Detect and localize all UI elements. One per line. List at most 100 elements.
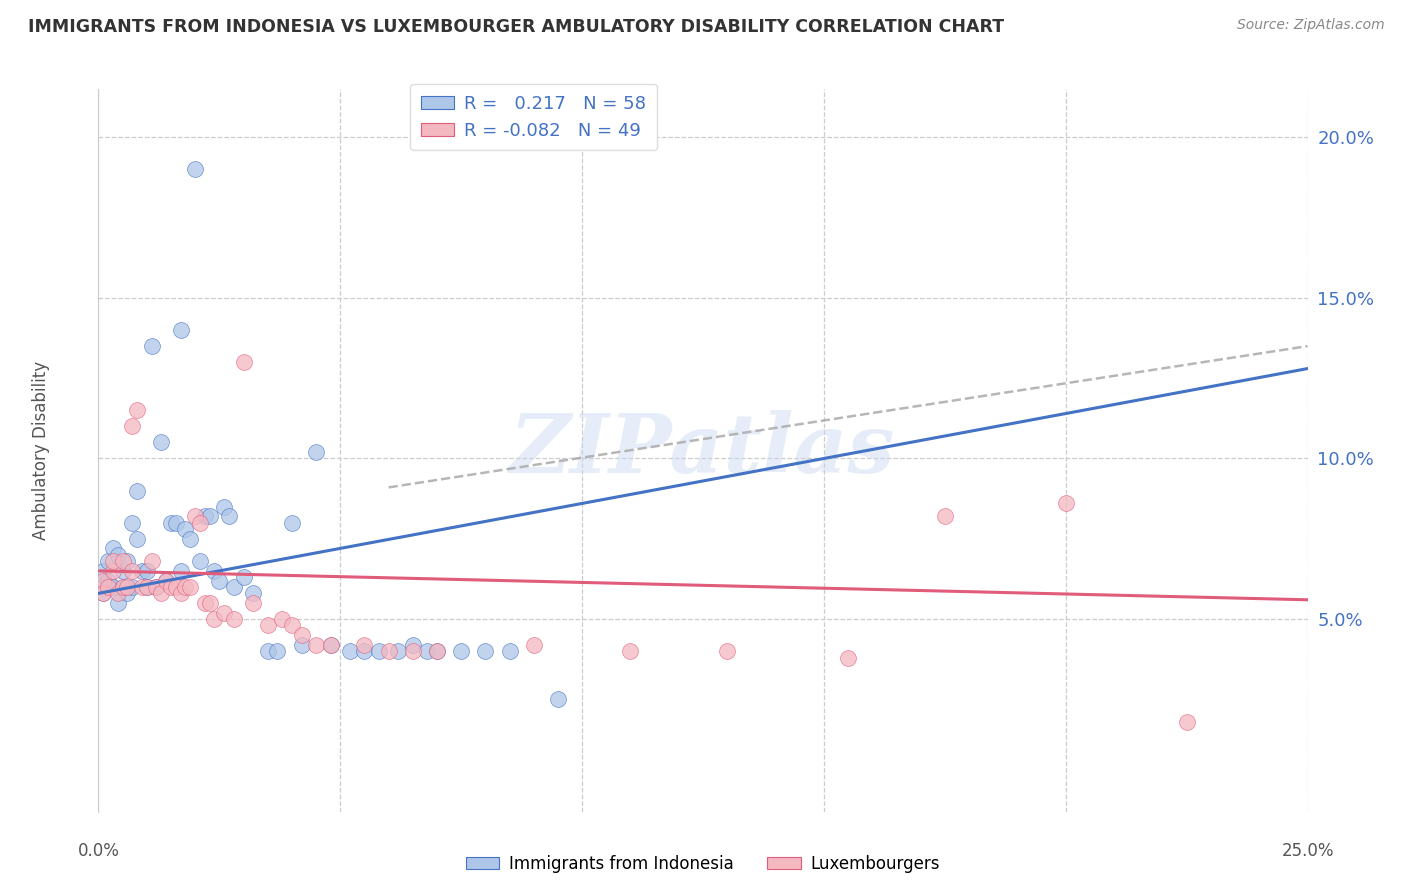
Point (256, 644, 278, 658)
Point (242, 596, 264, 610)
Point (426, 644, 449, 658)
Point (305, 445, 328, 459)
Point (91, 580, 114, 594)
Point (111, 554, 134, 568)
Point (111, 580, 134, 594)
Point (155, 574, 177, 588)
Point (141, 339, 163, 353)
Point (121, 564, 143, 578)
Point (121, 580, 143, 594)
Point (91, 574, 114, 588)
Point (474, 644, 496, 658)
Point (426, 644, 449, 658)
Legend: R =   0.217   N = 58, R = -0.082   N = 49: R = 0.217 N = 58, R = -0.082 N = 49 (411, 84, 657, 151)
Point (232, 355, 254, 369)
Point (198, 509, 221, 524)
Point (131, 580, 153, 594)
Point (204, 612, 226, 626)
Point (107, 596, 129, 610)
Point (111, 564, 134, 578)
Point (450, 644, 472, 658)
Point (150, 586, 173, 600)
Point (242, 586, 264, 600)
Point (121, 419, 143, 434)
Point (127, 483, 149, 498)
Y-axis label: Ambulatory Disability: Ambulatory Disability (32, 361, 51, 540)
Legend: Immigrants from Indonesia, Luxembourgers: Immigrants from Indonesia, Luxembourgers (460, 848, 946, 880)
Point (107, 586, 129, 600)
Point (91, 586, 114, 600)
Point (91, 586, 114, 600)
Point (91, 564, 114, 578)
Point (117, 586, 139, 600)
Point (97, 574, 120, 588)
Point (212, 500, 235, 514)
Point (150, 435, 173, 450)
Point (266, 644, 288, 658)
Point (155, 574, 177, 588)
Point (135, 580, 157, 594)
Point (101, 554, 124, 568)
Point (135, 564, 157, 578)
Point (169, 586, 191, 600)
Point (121, 516, 143, 530)
Point (934, 509, 956, 524)
Point (101, 541, 124, 556)
Point (232, 570, 254, 584)
Point (174, 580, 197, 594)
Point (101, 580, 124, 594)
Point (222, 580, 245, 594)
Point (194, 509, 217, 524)
Point (97, 580, 120, 594)
Point (127, 403, 149, 417)
Point (402, 638, 425, 652)
Point (169, 323, 191, 337)
Point (271, 612, 294, 626)
Point (256, 618, 278, 632)
Point (305, 638, 328, 652)
Point (208, 574, 231, 588)
Point (353, 638, 375, 652)
Point (111, 580, 134, 594)
Point (184, 509, 207, 524)
Point (222, 612, 245, 626)
Point (169, 564, 191, 578)
Point (716, 644, 738, 658)
Point (160, 580, 183, 594)
Point (184, 162, 207, 177)
Point (179, 580, 201, 594)
Point (368, 644, 391, 658)
Point (194, 596, 217, 610)
Point (117, 580, 139, 594)
Point (101, 564, 124, 578)
Point (97, 554, 120, 568)
Point (145, 580, 167, 594)
Point (174, 522, 197, 536)
Point (188, 554, 211, 568)
Point (339, 644, 361, 658)
Text: 0.0%: 0.0% (77, 842, 120, 860)
Point (619, 644, 641, 658)
Point (319, 638, 342, 652)
Point (281, 618, 304, 632)
Point (416, 644, 439, 658)
Point (290, 638, 312, 652)
Point (135, 580, 157, 594)
Point (212, 606, 235, 620)
Point (179, 532, 201, 546)
Point (1175, 714, 1198, 729)
Point (498, 644, 520, 658)
Point (1054, 496, 1077, 510)
Point (188, 516, 211, 530)
Text: ZIPatlas: ZIPatlas (510, 410, 896, 491)
Point (165, 580, 187, 594)
Point (127, 532, 149, 546)
Point (387, 644, 409, 658)
Point (523, 638, 546, 652)
Text: IMMIGRANTS FROM INDONESIA VS LUXEMBOURGER AMBULATORY DISABILITY CORRELATION CHAR: IMMIGRANTS FROM INDONESIA VS LUXEMBOURGE… (28, 18, 1004, 36)
Point (547, 692, 569, 706)
Point (837, 650, 859, 665)
Point (198, 596, 221, 610)
Point (281, 516, 304, 530)
Point (131, 564, 153, 578)
